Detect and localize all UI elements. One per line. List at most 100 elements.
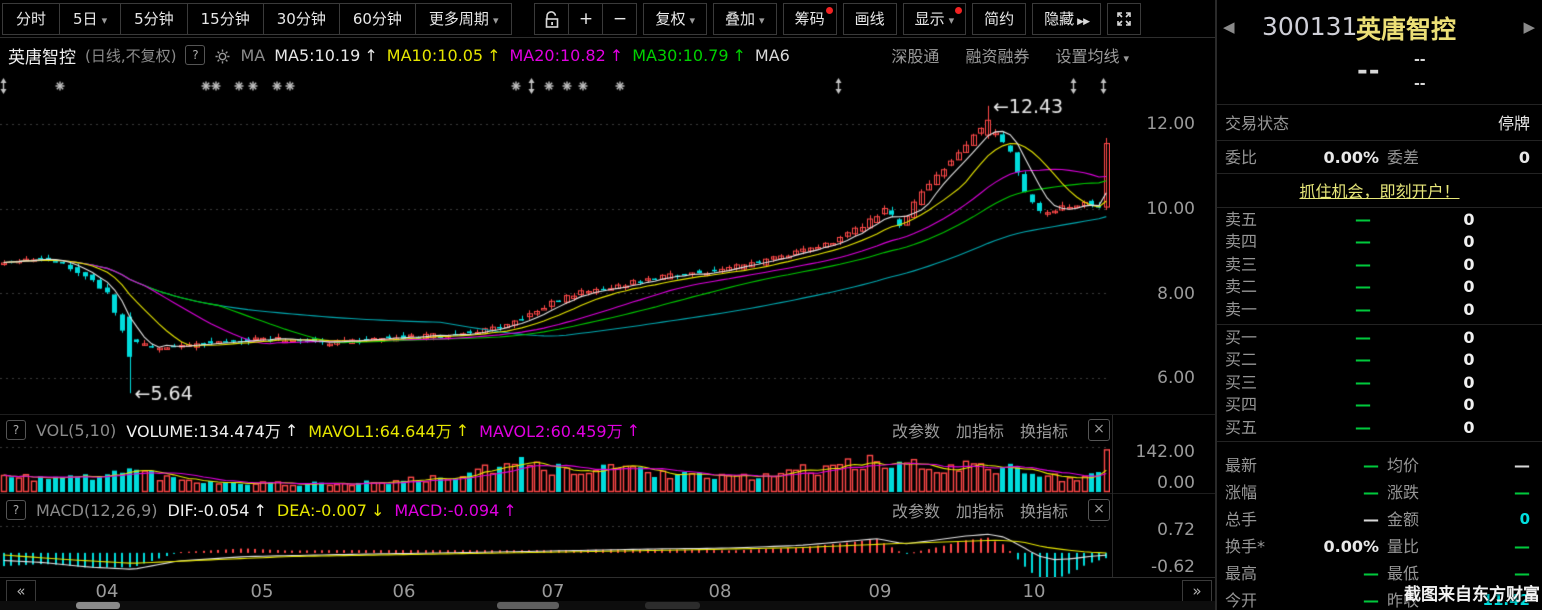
sell-row-3[interactable]: 卖三 — 0 (1217, 254, 1542, 276)
tab-30min-label: 30分钟 (276, 9, 326, 28)
gear-icon[interactable] (214, 48, 231, 65)
rongzirongquan-link[interactable]: 融资融券 (965, 47, 1030, 66)
avg-price-label: 均价 (1387, 456, 1420, 475)
buy5-label: 买五 (1225, 417, 1258, 437)
high-label: 最高 (1225, 564, 1258, 583)
add-indicator-link[interactable]: 加指标 (955, 422, 1004, 441)
tab-15min-label: 15分钟 (200, 9, 250, 28)
yincang-label: 隐藏 (1044, 9, 1075, 28)
chevron-down-icon: ▾ (492, 13, 499, 27)
buy4-volume: 0 (1463, 395, 1475, 415)
huaxian-button[interactable]: 画线 (842, 2, 897, 35)
scrollbar-handle[interactable] (76, 602, 120, 609)
change-params-link[interactable]: 改参数 (891, 422, 940, 441)
switch-indicator-link[interactable]: 换指标 (1019, 502, 1068, 521)
switch-indicator-link[interactable]: 换指标 (1019, 422, 1068, 441)
fuquan-button[interactable]: 复权 ▾ (643, 2, 708, 35)
sell4-price-dash: — (1355, 232, 1371, 252)
tab-15min[interactable]: 15分钟 (188, 3, 264, 34)
help-icon[interactable]: ? (6, 420, 26, 440)
set-ma-link[interactable]: 设置均线 ▾ (1055, 43, 1129, 67)
close-icon[interactable]: × (1088, 499, 1110, 521)
zoom-in-button[interactable]: + (569, 3, 604, 34)
sell-row-5[interactable]: 卖五 — 0 (1217, 209, 1542, 231)
sell1-price-dash: — (1355, 299, 1371, 319)
volume-ratio-label: 量比 (1387, 537, 1420, 556)
vol-axis-min: 0.00 (1157, 473, 1195, 493)
diejia-button[interactable]: 叠加 ▾ (713, 2, 777, 35)
chouma-button[interactable]: 筹码 (782, 2, 837, 35)
tab-60min[interactable]: 60分钟 (340, 3, 416, 34)
xaxis-tick-04: 04 (95, 581, 119, 602)
latest-value: — (1363, 456, 1379, 475)
yincang-button[interactable]: 隐藏 ▶▶ (1032, 2, 1102, 35)
notification-dot-icon (825, 6, 833, 14)
tab-5day[interactable]: 5日 ▾ (60, 3, 122, 34)
tab-fenshi[interactable]: 分时 (3, 3, 61, 34)
add-indicator-link[interactable]: 加指标 (955, 502, 1004, 521)
period-tab-group: 分时 5日 ▾ 5分钟 15分钟 30分钟 60分钟 更多周期 ▾ (2, 2, 513, 35)
minus-icon: − (612, 8, 628, 29)
quote-side-panel: ◀ 300131 英唐智控 ▶ -- -- -- 交易状态 停牌 委比 0.00… (1215, 0, 1542, 610)
change-label: 涨跌 (1387, 483, 1420, 502)
sell-row-2[interactable]: 卖二 — 0 (1217, 276, 1542, 298)
price-tick-6: 6.00 (1157, 368, 1195, 388)
sell5-price-dash: — (1355, 210, 1371, 229)
prev-close-label: 昨收 (1387, 591, 1420, 610)
change-params-link[interactable]: 改参数 (891, 502, 940, 521)
buy-row-1[interactable]: 买一 — 0 (1217, 327, 1542, 349)
close-icon[interactable]: × (1088, 419, 1110, 441)
next-stock-arrow-icon[interactable]: ▶ (1523, 18, 1535, 36)
time-scrollbar[interactable] (0, 601, 1215, 610)
prev-stock-arrow-icon[interactable]: ◀ (1223, 18, 1235, 36)
high-value: — (1363, 564, 1379, 583)
fullscreen-button[interactable] (1107, 2, 1142, 35)
stats-row-change: 涨幅 — 涨跌 — (1217, 479, 1542, 506)
open-label: 今开 (1225, 591, 1258, 610)
stats-row-volume: 总手 — 金额 0 (1217, 506, 1542, 533)
fullscreen-expand-icon (1115, 10, 1133, 28)
xianshi-button[interactable]: 显示 ▾ (902, 2, 967, 35)
jianyue-button[interactable]: 简约 (972, 2, 1027, 35)
tab-more-periods[interactable]: 更多周期 ▾ (416, 4, 512, 34)
buy-row-5[interactable]: 买五 — 0 (1217, 417, 1542, 439)
unlock-button[interactable] (535, 3, 570, 34)
buy-row-3[interactable]: 买三 — 0 (1217, 372, 1542, 394)
ma5-value: MA5:10.19 (274, 45, 361, 65)
low-label: 最低 (1387, 564, 1420, 583)
tab-5min[interactable]: 5分钟 (121, 3, 188, 34)
open-account-link[interactable]: 抓住机会，即刻开户！ (1299, 182, 1460, 201)
help-icon[interactable]: ? (185, 45, 206, 65)
low-value: — (1514, 564, 1530, 583)
sell-row-1[interactable]: 卖一 — 0 (1217, 299, 1542, 321)
total-volume-value: — (1363, 510, 1379, 529)
trade-status-row: 交易状态 停牌 (1217, 108, 1542, 140)
shengutong-link[interactable]: 深股通 (891, 47, 940, 66)
pane-divider (0, 414, 1215, 415)
help-icon[interactable]: ? (6, 500, 26, 520)
buy-row-4[interactable]: 买四 — 0 (1217, 394, 1542, 416)
macd-indicator-label: MACD(12,26,9) (36, 500, 158, 520)
sell-row-4[interactable]: 卖四 — 0 (1217, 231, 1542, 253)
weibi-row: 委比 0.00% 委差 0 (1217, 142, 1542, 173)
toolbar: 分时 5日 ▾ 5分钟 15分钟 30分钟 60分钟 更多周期 ▾ + − 复权 ▾ … (0, 0, 1215, 38)
zoom-out-button[interactable]: − (603, 4, 636, 34)
fuquan-label: 复权 (655, 9, 686, 28)
tab-30min[interactable]: 30分钟 (264, 3, 340, 34)
chevron-down-icon: ▾ (689, 13, 696, 27)
scrollbar-thumb[interactable] (497, 602, 559, 609)
dea-down-arrow-icon: ↓ (370, 500, 385, 520)
mavol1-up-arrow-icon: ↑ (455, 420, 470, 440)
buy-row-2[interactable]: 买二 — 0 (1217, 349, 1542, 371)
huaxian-label: 画线 (854, 9, 885, 28)
plus-icon: + (578, 8, 594, 29)
sell2-label: 卖二 (1225, 277, 1258, 297)
chevron-down-icon: ▾ (101, 13, 108, 27)
legend-stock-name: 英唐智控 (8, 47, 76, 68)
amount-label: 金额 (1387, 510, 1420, 529)
volume-up-arrow-icon: ↑ (284, 420, 299, 440)
sell4-label: 卖四 (1225, 232, 1258, 252)
jianyue-label: 简约 (984, 9, 1015, 28)
buy3-price-dash: — (1355, 372, 1371, 392)
